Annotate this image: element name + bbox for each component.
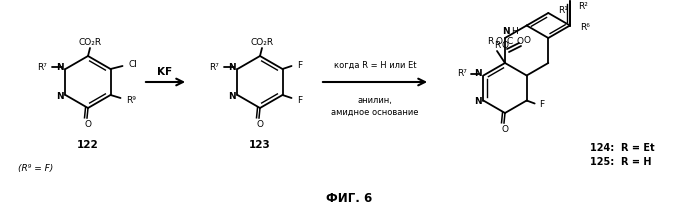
Text: N: N xyxy=(56,62,64,72)
Text: KF: KF xyxy=(157,67,173,77)
Text: 122: 122 xyxy=(77,140,99,150)
Text: O: O xyxy=(523,35,530,45)
Text: 123: 123 xyxy=(249,140,271,150)
Text: 124:  R = Et: 124: R = Et xyxy=(590,143,655,153)
Text: N: N xyxy=(228,62,236,72)
Text: O: O xyxy=(501,124,508,134)
Text: R¹: R¹ xyxy=(559,5,568,15)
Text: O: O xyxy=(501,41,508,50)
Text: CO₂R: CO₂R xyxy=(78,38,101,46)
Text: R⁷: R⁷ xyxy=(457,69,468,78)
Text: CO₂R: CO₂R xyxy=(250,38,273,46)
Text: F: F xyxy=(539,100,544,109)
Text: R⁷: R⁷ xyxy=(38,62,48,72)
Text: R⁷: R⁷ xyxy=(210,62,219,72)
Text: N: N xyxy=(474,97,482,106)
Text: O: O xyxy=(85,119,92,128)
Text: O: O xyxy=(257,119,264,128)
Text: амидное основание: амидное основание xyxy=(331,107,419,116)
Text: 125:  R = H: 125: R = H xyxy=(590,157,651,167)
Text: C: C xyxy=(507,37,513,46)
Text: R⁹: R⁹ xyxy=(127,96,136,104)
Text: когда R = H или Et: когда R = H или Et xyxy=(333,61,416,69)
Text: R: R xyxy=(487,37,493,46)
Text: N: N xyxy=(56,92,64,100)
Text: N: N xyxy=(474,69,482,78)
Text: O: O xyxy=(517,37,524,46)
Text: R: R xyxy=(493,41,500,50)
Text: F: F xyxy=(298,61,303,69)
Text: N: N xyxy=(502,27,510,35)
Text: R⁶: R⁶ xyxy=(580,23,590,32)
Text: Cl: Cl xyxy=(129,60,138,69)
Text: F: F xyxy=(298,96,303,104)
Text: анилин,: анилин, xyxy=(358,96,392,104)
Text: R²: R² xyxy=(578,2,588,11)
Text: (R⁹ = F): (R⁹ = F) xyxy=(18,164,53,173)
Text: O: O xyxy=(496,37,503,46)
Text: ФИГ. 6: ФИГ. 6 xyxy=(326,192,372,204)
Text: N: N xyxy=(228,92,236,100)
Text: H: H xyxy=(511,27,517,35)
